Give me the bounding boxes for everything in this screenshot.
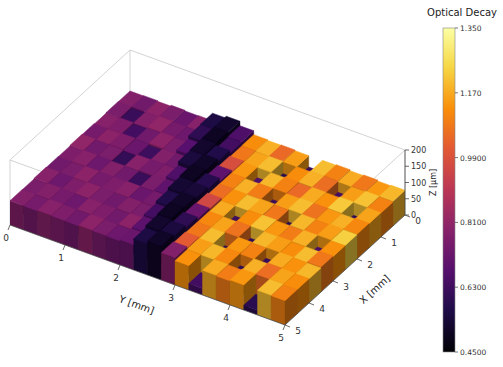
x-tick	[333, 281, 338, 283]
z-axis-label: Z [μm]	[429, 169, 438, 196]
x-axis-label: X [mm]	[357, 273, 392, 306]
x-tick-label: 1	[391, 238, 397, 248]
x-tick	[381, 237, 386, 239]
cell	[230, 269, 256, 285]
background	[0, 0, 503, 367]
z-tick-label: 100	[411, 179, 426, 188]
box-edge	[285, 150, 405, 260]
y-tick-label: 3	[168, 293, 174, 303]
colorbar-scale	[443, 28, 455, 352]
cell	[148, 230, 174, 246]
colorbar-tick	[455, 157, 458, 158]
z-tick	[405, 215, 409, 216]
y-tick	[8, 225, 10, 230]
axes: 012345012345050100150200Y [mm]X [mm]Z [μ…	[3, 146, 438, 343]
colorbar-tick	[455, 287, 458, 288]
colorbar-tick	[455, 352, 458, 353]
z-tick	[405, 150, 409, 151]
cell	[175, 250, 201, 266]
colorbar-tick-label: 1.170	[460, 89, 482, 98]
x-tick-label: 2	[367, 260, 373, 270]
y-tick	[228, 305, 230, 310]
x-tick-label: 4	[319, 304, 325, 314]
cell	[283, 151, 309, 167]
y-tick-label: 4	[223, 313, 229, 323]
colorbar-tick	[455, 222, 458, 223]
z-tick-label: 200	[411, 146, 426, 155]
cell-wall	[134, 239, 148, 275]
y-tick-label: 2	[113, 273, 119, 283]
y-tick	[118, 265, 120, 270]
z-tick	[405, 182, 409, 183]
colorbar-tick-label: 1.350	[460, 24, 482, 33]
colorbar-tick	[455, 28, 458, 29]
y-tick-label: 0	[3, 233, 9, 243]
chart: 012345012345050100150200Y [mm]X [mm]Z [μ…	[0, 0, 503, 367]
colorbar-tick-label: 0.4500	[460, 348, 486, 357]
cell-wall	[161, 253, 175, 285]
x-tick	[405, 215, 410, 217]
y-tick-label: 1	[58, 253, 64, 263]
z-tick-label: 50	[411, 195, 421, 204]
x-tick	[285, 325, 290, 327]
colorbar-tick-label: 0.9900	[460, 154, 486, 163]
x-tick-label: 5	[295, 326, 301, 336]
surface	[10, 91, 405, 325]
colorbar: 0.4500 0.6300 0.8100 0.9900 1.170 1.350 Optica…	[427, 7, 497, 357]
box-edge	[130, 50, 405, 150]
colorbar-tick	[455, 92, 458, 93]
y-tick	[173, 285, 175, 290]
x-tick	[357, 259, 362, 261]
cell	[257, 156, 283, 172]
z-tick	[405, 198, 409, 199]
cell	[240, 243, 266, 259]
z-tick-label: 150	[411, 162, 426, 171]
box	[10, 50, 405, 260]
z-tick	[405, 166, 409, 167]
cell-wall	[148, 241, 162, 280]
y-axis-label: Y [mm]	[117, 293, 156, 316]
y-axis-line	[10, 225, 285, 325]
y-tick	[283, 325, 285, 330]
y-tick	[63, 245, 65, 250]
x-axis-line	[285, 215, 405, 325]
colorbar-tick-label: 0.6300	[460, 283, 486, 292]
colorbar-title: Optical Decay	[427, 7, 497, 18]
x-tick	[309, 303, 314, 305]
cell	[271, 285, 297, 301]
colorbar-tick-label: 0.8100	[460, 218, 486, 227]
x-tick-label: 3	[343, 282, 349, 292]
z-tick-label: 0	[411, 211, 416, 220]
cell	[225, 221, 251, 237]
y-tick-label: 5	[278, 333, 284, 343]
